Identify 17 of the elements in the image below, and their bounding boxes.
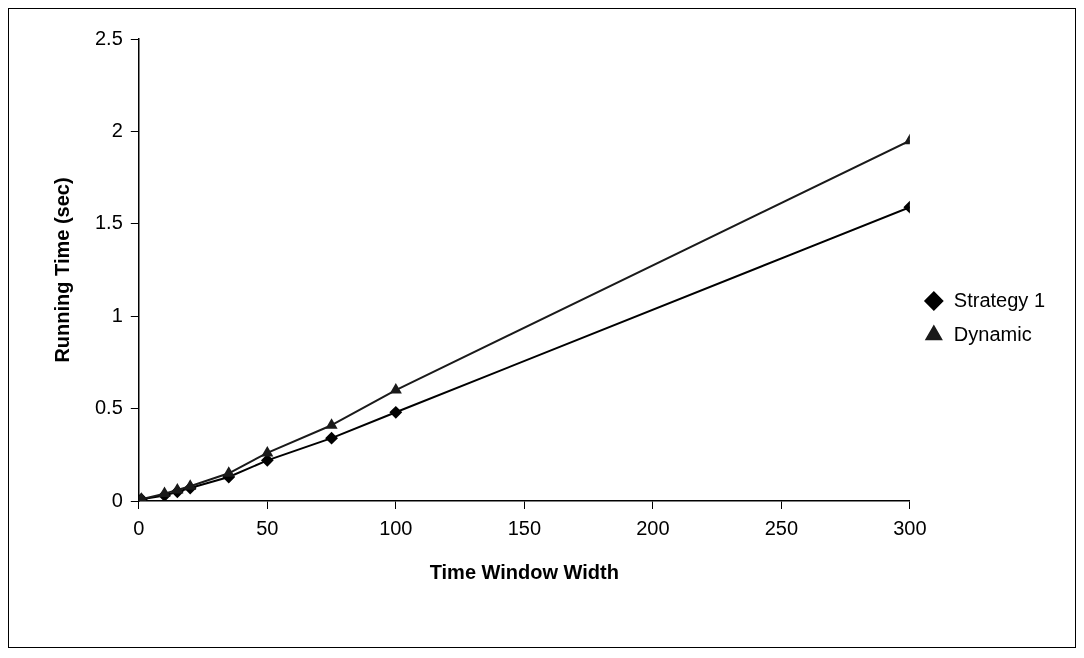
x-tick-label: 0 [133,516,145,539]
x-tick-label: 150 [507,516,542,539]
x-tick-label: 300 [893,516,927,539]
y-axis-title: Running Time (sec) [50,177,73,363]
y-tick-label: 2 [111,118,123,141]
x-tick-label: 100 [379,516,413,539]
x-tick-label: 200 [636,516,670,539]
x-tick-label: 50 [256,516,279,539]
y-tick-label: 1.5 [94,211,123,234]
y-tick-label: 1 [111,303,123,326]
x-axis-title: Time Window Width [429,560,619,583]
legend-label: Dynamic [953,322,1032,345]
legend-label: Strategy 1 [953,288,1046,311]
y-tick-label: 0.5 [94,396,123,419]
y-tick-label: 2.5 [94,26,123,49]
y-tick-label: 0 [111,488,123,511]
x-tick-label: 250 [764,516,799,539]
